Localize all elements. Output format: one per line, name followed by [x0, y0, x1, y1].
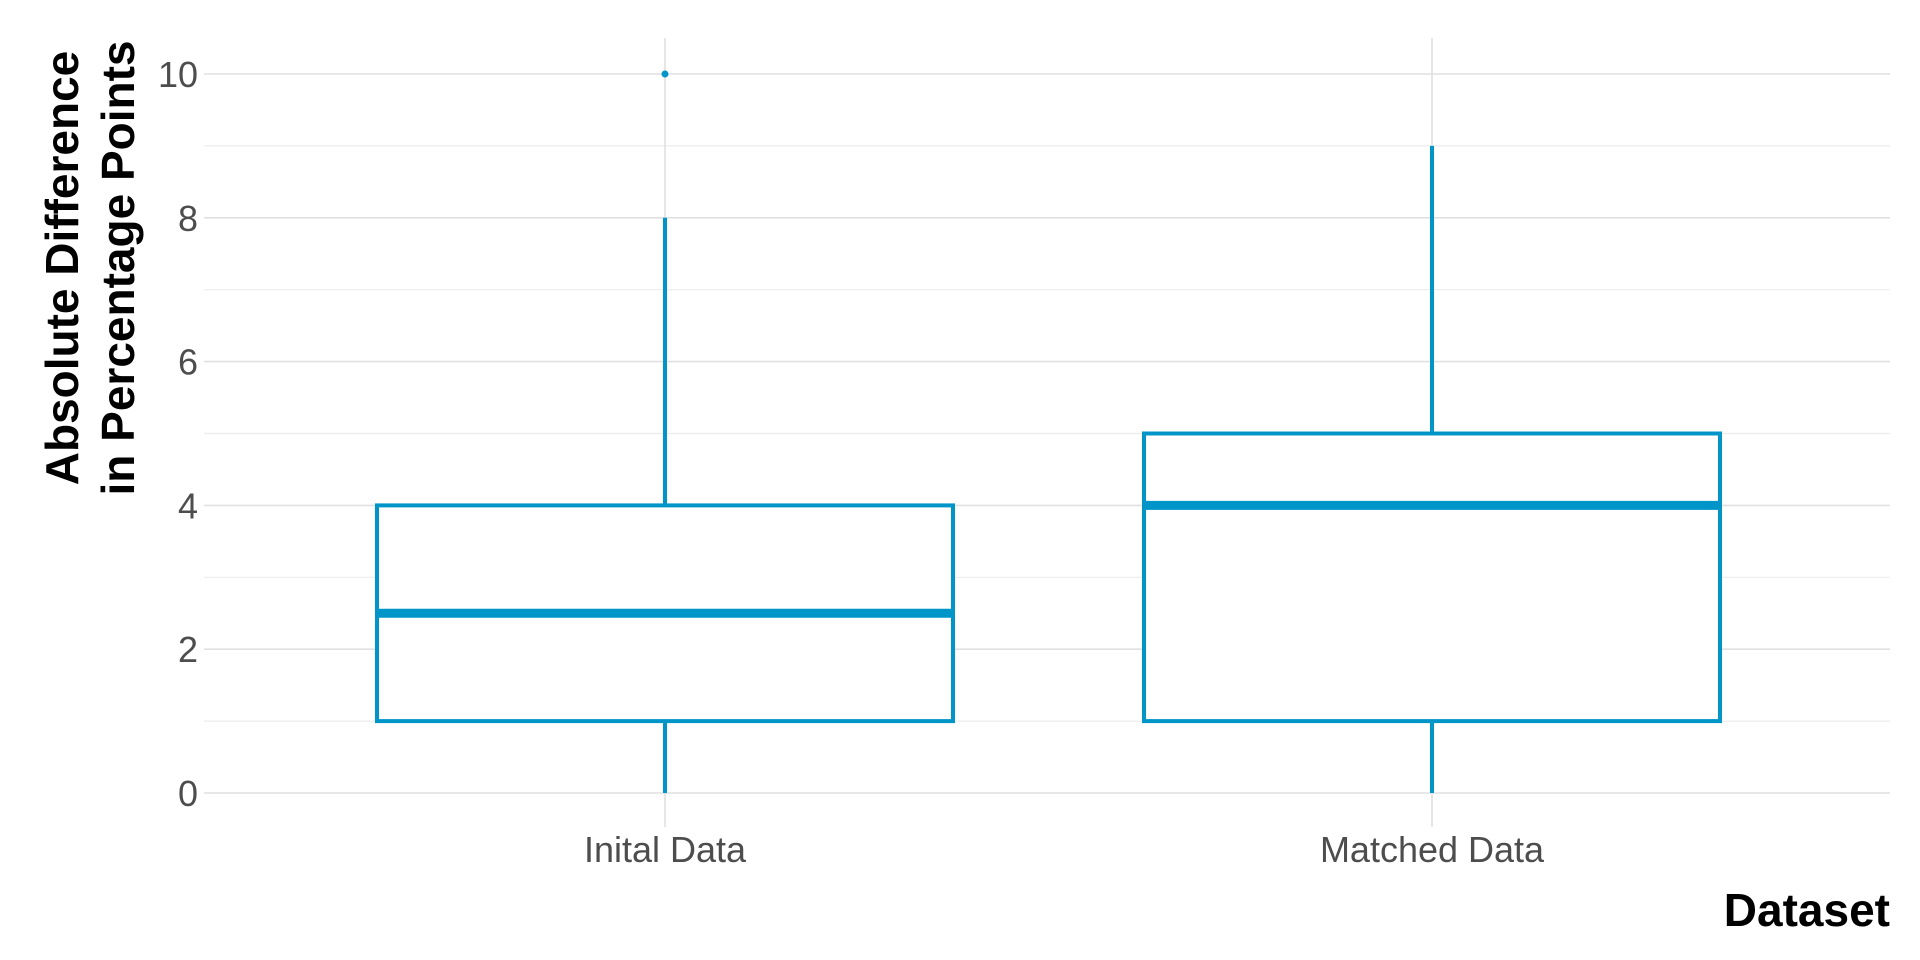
- box-series: [375, 70, 1722, 793]
- outlier-point: [661, 70, 669, 78]
- y-tick-label-6: 6: [178, 342, 198, 383]
- y-tick-label-10: 10: [158, 54, 198, 95]
- x-tick-label-2: Matched Data: [1320, 829, 1545, 870]
- x-tick-label-1: Inital Data: [584, 829, 747, 870]
- y-axis-title-line-1: Absolute Difference: [36, 51, 88, 486]
- y-tick-label-0: 0: [178, 773, 198, 814]
- box-iqr: [1142, 431, 1722, 724]
- x-axis-title: Dataset: [1724, 884, 1890, 936]
- box-1: [375, 70, 955, 793]
- y-tick-label-4: 4: [178, 485, 198, 526]
- box-2: [1142, 145, 1722, 793]
- y-axis-title-line-2: in Percentage Points: [92, 40, 144, 495]
- y-tick-label-2: 2: [178, 629, 198, 670]
- x-tick-labels: Inital Data Matched Data: [584, 829, 1545, 870]
- y-tick-label-8: 8: [178, 198, 198, 239]
- y-tick-labels: 0 2 4 6 8 10: [158, 54, 198, 814]
